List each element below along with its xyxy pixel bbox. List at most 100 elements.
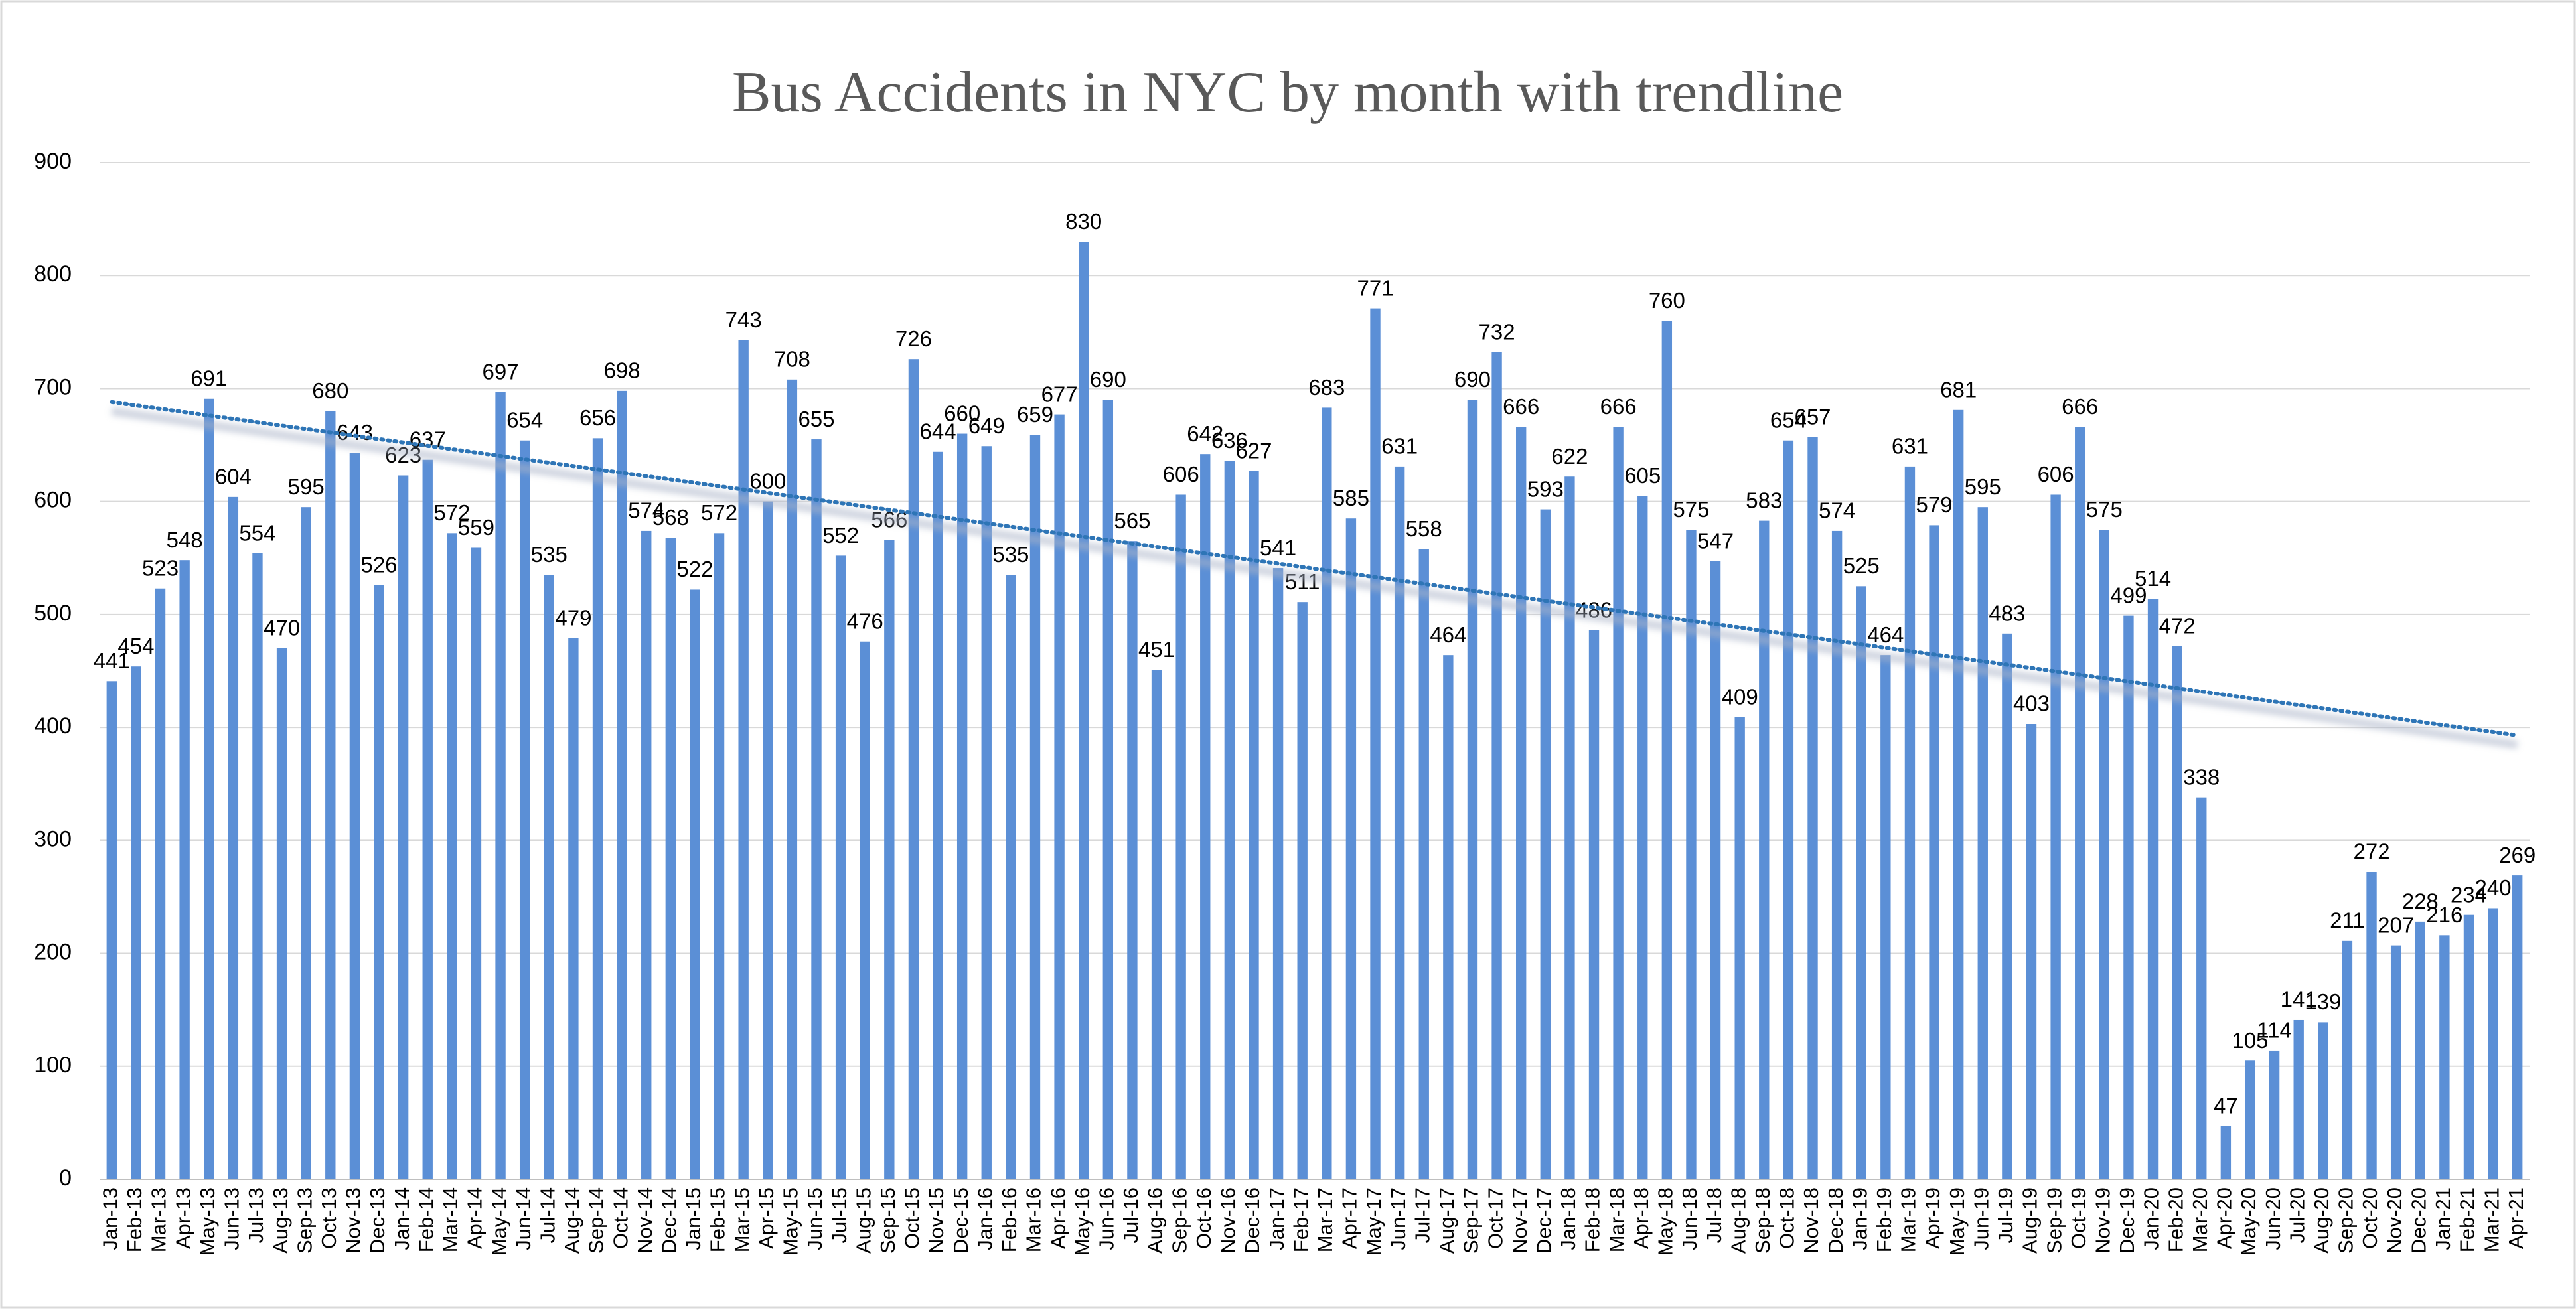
data-label: 114: [2257, 1018, 2292, 1043]
bar: [2026, 724, 2037, 1179]
data-label: 548: [167, 528, 203, 552]
bar: [325, 411, 336, 1179]
x-tick-label: May-14: [487, 1187, 510, 1256]
x-tick-label: Apr-17: [1338, 1187, 1361, 1249]
bar: [228, 496, 239, 1179]
x-tick-label: Jul-19: [1994, 1187, 2017, 1243]
data-label: 141: [2281, 987, 2317, 1012]
x-tick-label: Jan-13: [98, 1187, 121, 1250]
x-tick-label: Sep-13: [293, 1187, 316, 1254]
data-label: 211: [2330, 909, 2365, 933]
x-tick-label: Jan-18: [1556, 1187, 1580, 1250]
bar: [1249, 471, 1259, 1179]
data-label: 605: [1624, 463, 1661, 488]
data-label: 644: [920, 419, 956, 443]
y-tick-label: 0: [59, 1165, 72, 1191]
bar: [301, 507, 311, 1179]
data-label: 681: [1940, 378, 1977, 402]
bar: [1831, 530, 1843, 1179]
bar: [1151, 670, 1162, 1179]
data-label: 451: [1138, 637, 1175, 662]
data-label: 631: [1892, 434, 1928, 459]
data-label: 697: [483, 359, 519, 384]
bar: [1029, 435, 1041, 1179]
data-label: 583: [1746, 488, 1782, 512]
data-label: 47: [2214, 1094, 2238, 1118]
data-label: 666: [1600, 394, 1637, 419]
bar: [1564, 476, 1575, 1179]
bar: [155, 588, 166, 1179]
x-tick-label: Oct-17: [1483, 1187, 1507, 1249]
x-tick-label: Jan-19: [1848, 1187, 1871, 1250]
x-tick-label: Mar-16: [1022, 1187, 1045, 1252]
bar: [714, 533, 725, 1179]
x-tick-label: May-15: [779, 1187, 802, 1256]
bar: [981, 446, 992, 1179]
bar: [884, 540, 895, 1179]
data-label: 708: [774, 347, 810, 372]
x-tick-label: Mar-18: [1605, 1187, 1628, 1252]
bar: [1443, 655, 1454, 1179]
x-tick-label: Oct-18: [1776, 1187, 1799, 1249]
bar: [1175, 494, 1186, 1179]
x-tick-label: Oct-15: [901, 1187, 924, 1249]
data-label: 659: [1017, 402, 1053, 427]
x-tick-label: Jul-14: [536, 1187, 559, 1243]
x-tick-label: Sep-14: [585, 1187, 608, 1254]
x-tick-label: Aug-15: [852, 1187, 875, 1254]
bar: [665, 538, 676, 1179]
bar: [1079, 242, 1089, 1180]
x-tick-label: Mar-15: [730, 1187, 753, 1252]
data-label: 572: [433, 500, 470, 525]
data-label: 585: [1333, 486, 1369, 510]
data-label: 654: [506, 407, 543, 432]
bar: [738, 340, 749, 1179]
data-label: 760: [1649, 288, 1685, 313]
x-tick-label: Nov-15: [925, 1187, 948, 1254]
data-label: 606: [2038, 462, 2074, 486]
x-tick-label: Apr-13: [171, 1187, 194, 1249]
bar: [690, 589, 700, 1179]
bar: [1686, 530, 1697, 1179]
bar: [2293, 1019, 2304, 1179]
x-tick-label: May-20: [2237, 1187, 2260, 1256]
x-tick-label: Nov-13: [342, 1187, 365, 1254]
data-label: 552: [822, 523, 859, 547]
x-tick-label: Jun-14: [512, 1187, 535, 1250]
data-label: 441: [94, 648, 130, 673]
x-tick-label: Nov-14: [633, 1187, 656, 1254]
x-tick-label: Sep-18: [1751, 1187, 1774, 1254]
x-tick-label: Apr-19: [1921, 1187, 1944, 1249]
bar: [2488, 908, 2498, 1179]
y-tick-label: 100: [34, 1053, 72, 1078]
bar: [2269, 1050, 2280, 1179]
bar: [2196, 797, 2207, 1179]
bar: [568, 638, 579, 1179]
data-label: 654: [1770, 407, 1807, 432]
x-tick-label: Jun-20: [2261, 1187, 2285, 1250]
y-tick-label: 300: [34, 826, 72, 851]
x-tick-label: Mar-13: [147, 1187, 171, 1252]
x-tick-label: Jan-14: [390, 1187, 414, 1250]
bar: [2439, 935, 2450, 1179]
data-label: 575: [1673, 497, 1709, 522]
x-tick-label: Feb-13: [123, 1187, 146, 1252]
data-label: 600: [749, 469, 786, 493]
data-label: 464: [1867, 622, 1904, 647]
bar: [1953, 409, 1964, 1180]
x-tick-label: Jan-16: [973, 1187, 996, 1250]
x-tick-label: May-13: [196, 1187, 219, 1256]
data-label: 338: [2183, 765, 2220, 789]
data-label: 454: [117, 634, 154, 658]
data-label: 726: [895, 327, 932, 351]
data-label: 660: [944, 401, 980, 425]
bar: [471, 547, 482, 1179]
y-tick-label: 200: [34, 940, 72, 965]
trendline: [110, 400, 2520, 738]
data-label: 680: [312, 378, 348, 403]
data-label: 409: [1722, 685, 1758, 709]
bar: [1637, 496, 1648, 1180]
bar: [2415, 921, 2425, 1179]
bar: [2318, 1022, 2328, 1179]
